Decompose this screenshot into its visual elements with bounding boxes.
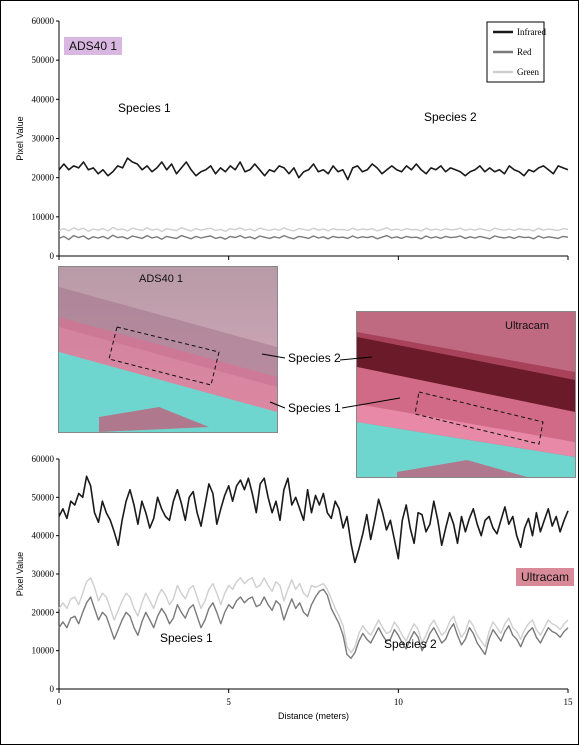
legend-label-red: Red <box>517 47 532 57</box>
ads40-line-chart: 0 10000 20000 30000 40000 50000 60000 Pixel Val… <box>15 16 569 261</box>
ads40-aerial-photo: ADS40 1 <box>58 266 278 433</box>
series-line-red <box>58 588 569 659</box>
y-tick-label: 40000 <box>32 94 55 104</box>
y-tick-label: 20000 <box>32 173 55 183</box>
species-annotation: Species 1 <box>118 101 171 115</box>
y-tick-label: 0 <box>50 684 55 694</box>
y-tick-label: 50000 <box>32 492 55 502</box>
y-tick-label: 20000 <box>32 607 55 617</box>
y-axis-label: Pixel Value <box>15 116 25 160</box>
y-tick-label: 10000 <box>32 646 55 656</box>
y-axis-label: Pixel Value <box>15 552 25 596</box>
legend-label-infrared: Infrared <box>517 27 546 37</box>
x-tick-label: 10 <box>394 697 404 707</box>
y-tick-label: 60000 <box>32 454 55 464</box>
series-line-infrared <box>58 157 569 181</box>
y-tick-label: 30000 <box>32 569 55 579</box>
callout-species-2: Species 2 <box>288 351 341 365</box>
ultracam-aerial-photo: Ultracam <box>356 311 576 478</box>
species-annotation: Species 2 <box>384 637 437 651</box>
x-tick-label: 0 <box>57 697 62 707</box>
y-tick-label: 0 <box>50 251 55 261</box>
x-tick-label: 15 <box>564 697 574 707</box>
y-tick-label: 10000 <box>32 212 55 222</box>
species-annotation: Species 1 <box>160 631 213 645</box>
ultracam-photo-image <box>357 312 575 477</box>
series-line-green <box>58 226 569 233</box>
ads40-photo-image <box>59 267 277 432</box>
series-line-red <box>58 234 569 241</box>
legend-label-green: Green <box>517 67 539 77</box>
ads40-photo-label: ADS40 1 <box>139 273 184 285</box>
x-tick-label: 5 <box>226 697 231 707</box>
ultracam-photo-label: Ultracam <box>505 320 550 332</box>
y-tick-label: 60000 <box>32 16 55 26</box>
callout-species-1: Species 1 <box>288 401 341 415</box>
y-tick-label: 40000 <box>32 531 55 541</box>
ads40-sensor-label: ADS40 1 <box>64 37 123 55</box>
y-tick-label: 50000 <box>32 55 55 65</box>
ultracam-sensor-label: Ultracam <box>516 568 575 586</box>
series-line-green <box>58 577 569 654</box>
x-axis-label: Distance (meters) <box>278 711 349 721</box>
series-line-infrared <box>58 475 569 564</box>
y-tick-label: 30000 <box>32 134 55 144</box>
species-annotation: Species 2 <box>424 110 477 124</box>
